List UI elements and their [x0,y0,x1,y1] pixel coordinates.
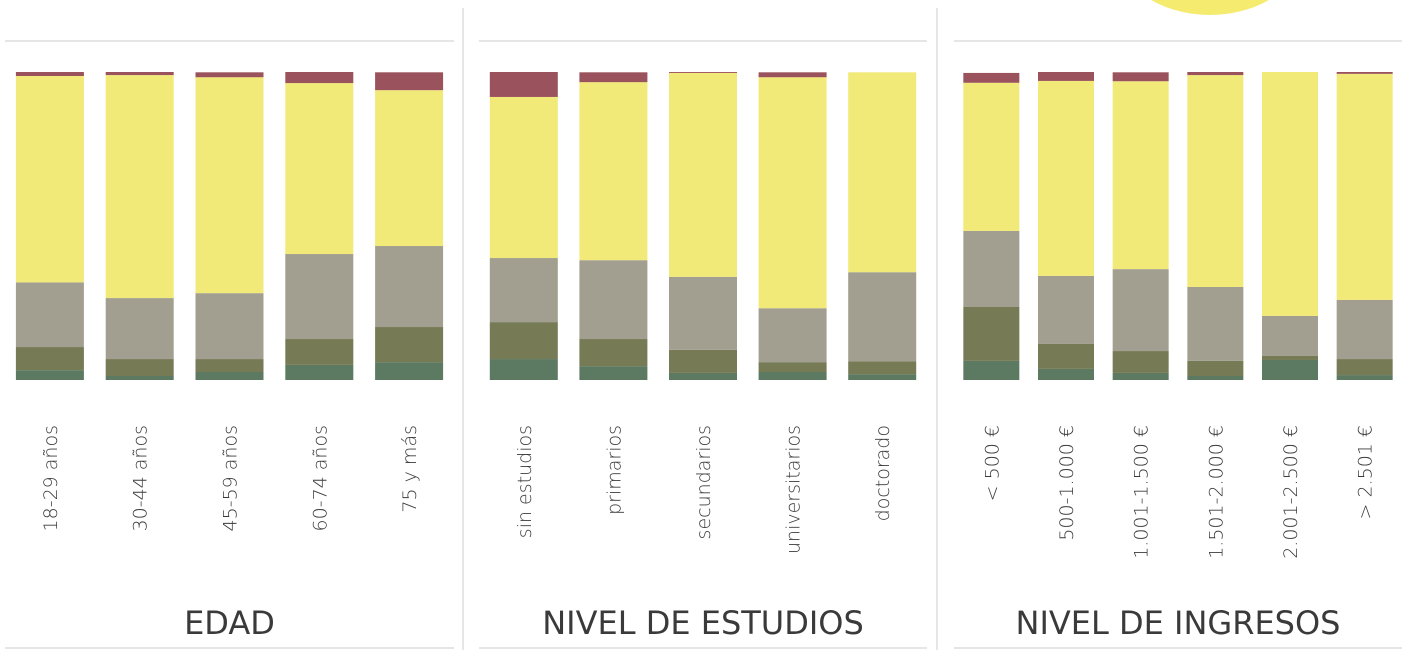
chart-title: NIVEL DE ESTUDIOS [542,604,864,642]
bar-segment [579,260,648,340]
bar-segment [669,372,737,380]
bar-segment [15,76,84,283]
x-tick-label: 30-44 años [130,425,152,531]
x-tick-label: sin estudios [514,425,536,538]
bar-segment [1187,360,1244,376]
bar-segment [669,276,737,350]
bar-segment [285,339,354,365]
bar-segment [489,359,558,380]
x-tick-label: 60-74 años [309,425,331,531]
bar-segment [285,72,354,84]
bar-segment [1112,81,1169,270]
bar-segment [1336,73,1393,300]
bar-segment [285,364,354,380]
bar-segment [848,272,917,362]
bar-segment [963,72,1020,83]
bar-segment [375,362,444,380]
bar-segment [1336,375,1393,380]
x-tick-label: doctorado [872,425,894,521]
x-tick-label: 75 y más [399,425,421,513]
bar-segment [758,72,827,78]
bar-segment [105,375,174,380]
bar-segment [1038,275,1094,344]
bar-segment [105,359,174,376]
x-tick-label: primarios [603,425,625,515]
bar-segment [375,246,444,328]
bar-segment [1112,351,1169,373]
bar-segment [195,72,264,78]
bar-segment [15,370,84,380]
x-tick-label: 45-59 años [220,425,242,531]
bar-segment [669,349,737,373]
bar-segment [15,347,84,371]
bar-segment [1038,343,1094,369]
bar-segment [105,75,174,299]
bar-segment [579,366,648,380]
bar-segment [489,258,558,323]
bar-segment [15,72,84,77]
bar-segment [1112,372,1169,380]
bar-segment [758,77,827,309]
bar-segment [963,307,1020,361]
bar-segment [285,83,354,255]
x-tick-label: 500-1.000 € [1056,425,1078,541]
bar-segment [1038,80,1094,276]
bar-segment [1038,72,1094,81]
bar-segment [1038,368,1094,380]
x-tick-label: universitarios [783,425,805,554]
bar-segment [848,72,917,273]
x-tick-label: 1.001-1.500 € [1131,425,1153,559]
bar-segment [579,72,648,83]
bar-segment [758,308,827,363]
x-tick-label: > 2.501 € [1355,425,1377,519]
chart-title: EDAD [184,604,275,642]
bar-segment [1187,375,1244,380]
bar-segment [375,90,444,247]
bar-segment [758,362,827,372]
chart-title: NIVEL DE INGRESOS [1016,604,1341,642]
bar-segment [669,72,737,73]
bar-segment [195,371,264,380]
bar-segment [105,72,174,76]
bar-segment [1262,359,1318,380]
bar-segment [963,82,1020,231]
bar-segment [489,96,558,259]
bar-segment [758,371,827,380]
x-tick-label: 2.001-2.500 € [1280,425,1302,559]
bar-segment [848,374,917,380]
x-tick-label: < 500 € [981,425,1003,501]
x-tick-label: 18-29 años [40,425,62,531]
bar-segment [963,360,1020,380]
bar-segment [1187,286,1244,361]
bar-segment [195,359,264,372]
bar-segment [375,327,444,363]
bar-segment [195,293,264,360]
bar-segment [1262,315,1318,356]
bar-segment [375,72,444,91]
bar-segment [1336,72,1393,74]
bar-segment [489,72,558,97]
bar-segment [105,298,174,360]
decor-circle [1151,0,1269,15]
bar-segment [285,254,354,340]
bar-segment [669,72,737,277]
bar-segment [1112,72,1169,82]
bar-segment [963,230,1020,308]
bar-segment [579,339,648,367]
bar-segment [848,361,917,375]
bar-segment [1336,359,1393,376]
bar-segment [1187,75,1244,287]
bar-segment [1187,72,1244,76]
bar-segment [579,82,648,261]
bar-segment [489,322,558,360]
bar-segment [1262,355,1318,360]
bar-segment [1336,299,1393,360]
bar-segment [15,282,84,348]
bar-segment [195,77,264,294]
bar-segment [1112,269,1169,352]
x-tick-label: 1.501-2.000 € [1205,425,1227,559]
x-tick-label: secundarios [693,425,715,539]
bar-segment [1262,72,1318,316]
